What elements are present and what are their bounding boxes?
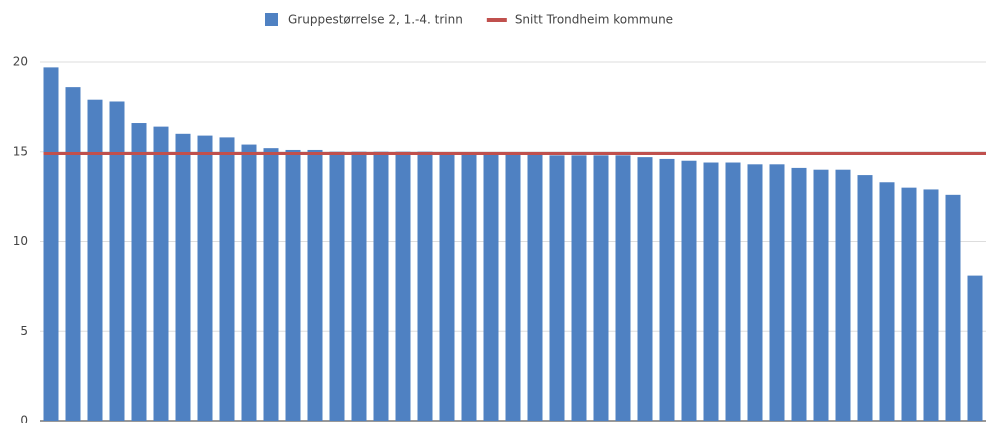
bar — [725, 162, 741, 421]
y-tick-label: 10 — [13, 234, 28, 248]
bar — [791, 167, 807, 421]
bar — [637, 157, 653, 421]
bar — [813, 169, 829, 421]
bar — [373, 151, 389, 421]
bar — [593, 155, 609, 421]
bar — [527, 153, 543, 422]
bar — [395, 151, 411, 421]
legend-label: Snitt Trondheim kommune — [515, 13, 673, 27]
bar — [835, 169, 851, 421]
bar — [857, 175, 873, 421]
legend-swatch — [265, 13, 278, 26]
bar — [417, 151, 433, 421]
bar — [43, 67, 59, 421]
bar — [549, 155, 565, 421]
bar — [571, 155, 587, 421]
legend-swatch — [486, 18, 507, 22]
bar — [615, 155, 631, 421]
bar — [505, 153, 521, 422]
bar — [901, 187, 917, 421]
y-tick-label: 0 — [20, 414, 28, 423]
bar — [747, 164, 763, 421]
bar — [945, 194, 961, 421]
bar — [263, 148, 279, 421]
bar — [153, 126, 169, 422]
bar — [769, 164, 785, 421]
bar — [197, 135, 213, 421]
bar — [329, 151, 345, 421]
bar — [703, 162, 719, 421]
bar — [175, 133, 191, 422]
bar — [219, 137, 235, 421]
y-tick-label: 5 — [20, 324, 28, 338]
bar — [483, 153, 499, 422]
y-tick-label: 15 — [13, 144, 28, 158]
bar — [681, 160, 697, 421]
bar — [65, 87, 81, 421]
bar — [285, 149, 301, 421]
bar — [109, 101, 125, 422]
bar — [241, 144, 257, 421]
bar — [439, 153, 455, 422]
bar — [307, 149, 323, 421]
bar — [87, 99, 103, 421]
bar — [351, 151, 367, 421]
bar — [967, 275, 983, 421]
bar — [923, 189, 939, 421]
bar — [659, 158, 675, 421]
bar — [461, 153, 477, 422]
bar — [131, 123, 147, 421]
legend-label: Gruppestørrelse 2, 1.-4. trinn — [288, 13, 463, 27]
y-tick-label: 20 — [13, 55, 28, 69]
bar — [879, 182, 895, 421]
